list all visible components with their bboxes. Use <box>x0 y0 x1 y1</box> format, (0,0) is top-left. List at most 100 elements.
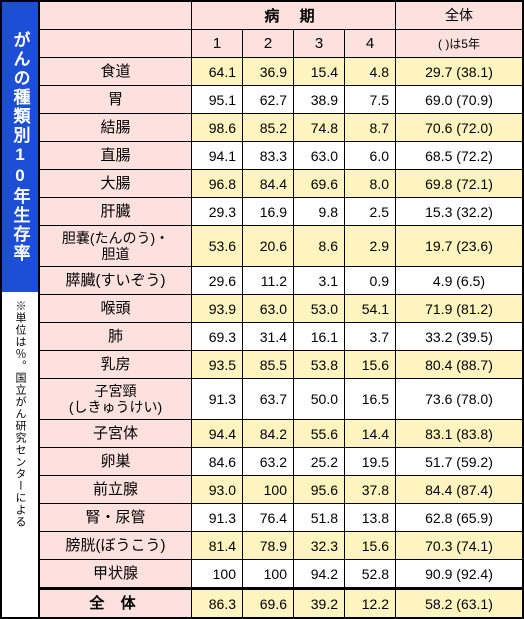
stage-value-2: 36.9 <box>243 58 294 85</box>
stage-value-3: 53.8 <box>294 351 345 378</box>
stage-value-2: 100 <box>243 476 294 503</box>
stage-value-2: 100 <box>243 560 294 587</box>
stage-value-4: 8.7 <box>345 114 396 141</box>
table-row: 食道64.136.915.44.829.7 (38.1) <box>40 58 522 86</box>
header-total: 全体 <box>396 2 522 29</box>
row-name: 結腸 <box>40 114 192 141</box>
stage-value-2: 63.2 <box>243 448 294 475</box>
header-total-2: ( )は5年 <box>396 30 522 57</box>
total-value: 58.2 (63.1) <box>396 590 522 617</box>
main-title: がんの種類別10年生存率 <box>2 2 38 292</box>
stage-value-1: 94.4 <box>192 420 243 447</box>
stage-value-1: 91.3 <box>192 504 243 531</box>
row-name: 卵巣 <box>40 448 192 475</box>
stage-value-3: 69.6 <box>294 170 345 197</box>
table-row: 大腸96.884.469.68.069.8 (72.1) <box>40 170 522 198</box>
stage-value-1: 69.3 <box>192 323 243 350</box>
row-name: 腎・尿管 <box>40 504 192 531</box>
stage-value-4: 6.0 <box>345 142 396 169</box>
total-value: 83.1 (83.8) <box>396 420 522 447</box>
total-value: 29.7 (38.1) <box>396 58 522 85</box>
stage-value-4: 54.1 <box>345 295 396 322</box>
stage-value-2: 76.4 <box>243 504 294 531</box>
stage-value-2: 63.0 <box>243 295 294 322</box>
total-value: 70.3 (74.1) <box>396 532 522 559</box>
total-value: 84.4 (87.4) <box>396 476 522 503</box>
data-table: 病 期 全体 1 2 3 4 ( )は5年 食道64.136.915.44.82… <box>40 2 522 617</box>
table-row: 胆嚢(たんのう)・ 胆道53.620.68.62.919.7 (23.6) <box>40 226 522 267</box>
total-value: 33.2 (39.5) <box>396 323 522 350</box>
stage-value-3: 38.9 <box>294 86 345 113</box>
stage-value-1: 93.0 <box>192 476 243 503</box>
table-row: 胃95.162.738.97.569.0 (70.9) <box>40 86 522 114</box>
stage-value-4: 15.6 <box>345 532 396 559</box>
table-row: 乳房93.585.553.815.680.4 (88.7) <box>40 351 522 379</box>
stage-value-2: 69.6 <box>243 590 294 617</box>
table-row: 膵臓(すいぞう)29.611.23.10.94.9 (6.5) <box>40 267 522 295</box>
stage-value-3: 51.8 <box>294 504 345 531</box>
row-name: 全 体 <box>40 590 192 617</box>
row-name: 膀胱(ぼうこう) <box>40 532 192 559</box>
table-row: 直腸94.183.363.06.068.5 (72.2) <box>40 142 522 170</box>
stage-value-3: 53.0 <box>294 295 345 322</box>
row-name: 食道 <box>40 58 192 85</box>
total-value: 71.9 (81.2) <box>396 295 522 322</box>
row-name: 子宮体 <box>40 420 192 447</box>
stage-value-3: 25.2 <box>294 448 345 475</box>
stage-value-2: 84.2 <box>243 420 294 447</box>
stage-value-3: 39.2 <box>294 590 345 617</box>
table-container: がんの種類別10年生存率 ※単位は％。国立がん研究センターによる 病 期 全体 … <box>0 0 524 619</box>
stage-value-1: 94.1 <box>192 142 243 169</box>
stage-value-2: 85.5 <box>243 351 294 378</box>
stage-value-1: 95.1 <box>192 86 243 113</box>
table-row: 子宮頸 (しきゅうけい)91.363.750.016.573.6 (78.0) <box>40 379 522 420</box>
row-name: 膵臓(すいぞう) <box>40 267 192 294</box>
stage-col-4: 4 <box>345 30 396 57</box>
total-value: 19.7 (23.6) <box>396 226 522 266</box>
total-value: 69.8 (72.1) <box>396 170 522 197</box>
table-row: 子宮体94.484.255.614.483.1 (83.8) <box>40 420 522 448</box>
total-value: 90.9 (92.4) <box>396 560 522 587</box>
stage-value-3: 63.0 <box>294 142 345 169</box>
stage-value-4: 19.5 <box>345 448 396 475</box>
stage-value-1: 96.8 <box>192 170 243 197</box>
table-row: 喉頭93.963.053.054.171.9 (81.2) <box>40 295 522 323</box>
stage-value-2: 63.7 <box>243 379 294 419</box>
source-note: ※単位は％。国立がん研究センターによる <box>2 292 38 617</box>
stage-value-2: 31.4 <box>243 323 294 350</box>
stage-value-1: 100 <box>192 560 243 587</box>
stage-value-4: 8.0 <box>345 170 396 197</box>
total-value: 62.8 (65.9) <box>396 504 522 531</box>
stage-value-4: 0.9 <box>345 267 396 294</box>
row-name: 乳房 <box>40 351 192 378</box>
stage-value-3: 3.1 <box>294 267 345 294</box>
row-name: 直腸 <box>40 142 192 169</box>
stage-value-4: 37.8 <box>345 476 396 503</box>
table-row: 結腸98.685.274.88.770.6 (72.0) <box>40 114 522 142</box>
stage-value-4: 15.6 <box>345 351 396 378</box>
table-row: 甲状腺10010094.252.890.9 (92.4) <box>40 560 522 588</box>
stage-value-2: 62.7 <box>243 86 294 113</box>
row-name: 甲状腺 <box>40 560 192 587</box>
stage-value-4: 12.2 <box>345 590 396 617</box>
stage-value-2: 16.9 <box>243 198 294 225</box>
row-name: 前立腺 <box>40 476 192 503</box>
stage-value-4: 7.5 <box>345 86 396 113</box>
header-row-2: 1 2 3 4 ( )は5年 <box>40 30 522 58</box>
header-blank <box>40 2 192 29</box>
stage-value-4: 52.8 <box>345 560 396 587</box>
row-name: 喉頭 <box>40 295 192 322</box>
stage-col-3: 3 <box>294 30 345 57</box>
stage-value-1: 84.6 <box>192 448 243 475</box>
stage-value-2: 20.6 <box>243 226 294 266</box>
stage-value-1: 98.6 <box>192 114 243 141</box>
stage-value-4: 16.5 <box>345 379 396 419</box>
stage-value-1: 29.6 <box>192 267 243 294</box>
stage-value-3: 16.1 <box>294 323 345 350</box>
stage-value-2: 85.2 <box>243 114 294 141</box>
stage-col-1: 1 <box>192 30 243 57</box>
table-row: 膀胱(ぼうこう)81.478.932.315.670.3 (74.1) <box>40 532 522 560</box>
row-name: 肺 <box>40 323 192 350</box>
total-value: 4.9 (6.5) <box>396 267 522 294</box>
stage-value-1: 29.3 <box>192 198 243 225</box>
